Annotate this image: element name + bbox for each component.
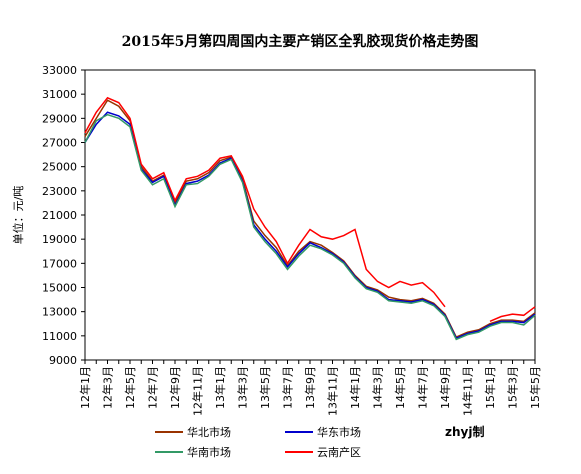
x-tick-label: 13年5月: [258, 366, 272, 409]
x-tick-label: 14年5月: [393, 366, 407, 409]
x-tick-label: 13年7月: [281, 366, 295, 409]
y-tick-label: 9000: [49, 354, 77, 367]
legend-label: 云南产区: [317, 445, 361, 459]
x-tick-label: 15年3月: [506, 366, 520, 409]
chart-title: 2015年5月第四周国内主要产销区全乳胶现货价格走势图: [122, 33, 479, 50]
y-tick-label: 17000: [42, 257, 77, 270]
plot-frame: [84, 69, 536, 361]
y-axis-label: 单位：元/吨: [11, 186, 25, 245]
legend-label: 华北市场: [187, 425, 231, 439]
x-tick-label: 15年1月: [483, 366, 497, 409]
y-tick-label: 25000: [42, 161, 77, 174]
legend-label: 华东市场: [317, 425, 361, 439]
series-line: [84, 111, 536, 340]
x-tick-label: 13年1月: [213, 366, 227, 409]
x-tick-label: 14年7月: [416, 366, 430, 409]
x-tick-label: 13年3月: [236, 366, 250, 409]
x-tick-label: 14年11月: [461, 366, 475, 416]
y-tick-label: 19000: [42, 233, 77, 246]
y-tick-label: 13000: [42, 306, 77, 319]
y-tick-label: 31000: [42, 88, 77, 101]
x-tick-label: 13年9月: [303, 366, 317, 409]
x-tick-label: 14年9月: [438, 366, 452, 409]
x-tick-label: 12年9月: [168, 366, 182, 409]
x-tick-label: 12年3月: [101, 366, 115, 409]
y-tick-label: 21000: [42, 209, 77, 222]
x-tick-label: 12年1月: [78, 366, 92, 409]
series-line: [84, 99, 536, 339]
x-tick-label: 12年11月: [191, 366, 205, 416]
y-tick-label: 29000: [42, 112, 77, 125]
legend-label: 华南市场: [187, 445, 231, 459]
series-line: [489, 306, 536, 323]
x-tick-label: 14年3月: [371, 366, 385, 409]
x-tick-label: 14年1月: [348, 366, 362, 409]
y-tick-label: 15000: [42, 282, 77, 295]
series-line: [84, 113, 536, 341]
y-tick-label: 27000: [42, 137, 77, 150]
y-tick-label: 23000: [42, 185, 77, 198]
x-tick-label: 12年7月: [146, 366, 160, 409]
y-tick-label: 33000: [42, 64, 77, 77]
x-tick-label: 13年11月: [326, 366, 340, 416]
y-tick-label: 11000: [42, 330, 77, 343]
note: zhyj制: [445, 424, 484, 439]
x-tick-label: 15年5月: [528, 366, 542, 409]
series-line: [84, 96, 446, 308]
x-tick-label: 12年5月: [123, 366, 137, 409]
